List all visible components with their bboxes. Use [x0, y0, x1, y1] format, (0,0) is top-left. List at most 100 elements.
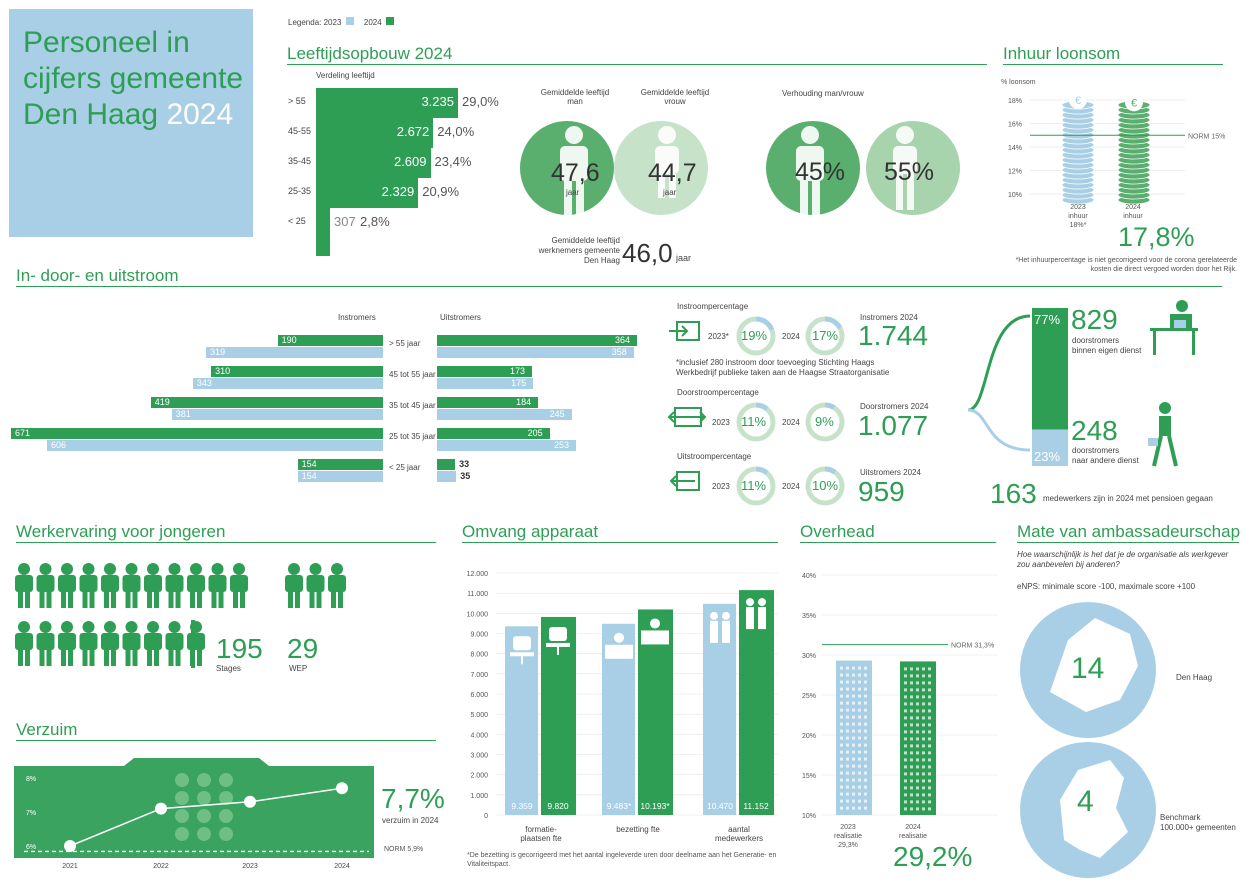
- flow-row-label: 35 tot 45 jaar: [389, 401, 436, 410]
- building-window: [916, 744, 919, 748]
- building-window: [904, 723, 907, 727]
- building-window: [858, 743, 861, 747]
- legend: Legenda: 2023 2024: [288, 17, 394, 27]
- instroom-2023-label: 2023*: [708, 332, 729, 341]
- building-window: [852, 764, 855, 768]
- omvang-tick: 3.000: [470, 753, 488, 760]
- own-dienst-label: doorstromers binnen eigen dienst: [1072, 336, 1141, 356]
- person-icon: [147, 650, 152, 666]
- building-window: [840, 799, 843, 803]
- uitstroom-value-2023: 245: [549, 409, 565, 419]
- building-window: [922, 751, 925, 755]
- age-bar: [316, 148, 431, 178]
- verzuim-year: 2022: [153, 863, 169, 868]
- building-window: [916, 702, 919, 706]
- person-icon: [58, 633, 76, 650]
- omvang-tick: 1.000: [470, 793, 488, 800]
- building-window: [928, 723, 931, 727]
- building-window: [916, 674, 919, 678]
- building-window: [858, 666, 861, 670]
- instroom-bar-2023: [297, 471, 383, 482]
- building-window: [846, 778, 849, 782]
- person-icon: [25, 592, 30, 608]
- building-window: [916, 716, 919, 720]
- building-window: [864, 764, 867, 768]
- building-window: [922, 681, 925, 685]
- person-icon: [197, 592, 202, 608]
- age-bar-pct: 29,0%: [462, 94, 499, 109]
- inhuur-2024-sub: inhuur: [1123, 213, 1143, 220]
- building-window: [910, 723, 913, 727]
- uitstroom-value-2024: 173: [510, 366, 526, 376]
- building-window: [840, 764, 843, 768]
- building-window: [922, 793, 925, 797]
- building-window: [904, 765, 907, 769]
- building-window: [846, 771, 849, 775]
- building-window: [864, 785, 867, 789]
- person-icon: [187, 575, 205, 592]
- building-window: [916, 688, 919, 692]
- building-window: [858, 792, 861, 796]
- building-window: [858, 701, 861, 705]
- flow-donuts: [667, 316, 845, 506]
- uitstroom-2024-value: 10%: [812, 478, 839, 493]
- person-icon: [82, 592, 88, 608]
- own-dienst-label-1: doorstromers: [1072, 336, 1120, 345]
- person-icon: [306, 575, 325, 592]
- title-line-1: Personeel in: [23, 26, 190, 59]
- uitstroom-value-2023: 358: [611, 347, 627, 357]
- people-icon: [722, 611, 730, 620]
- building-window: [916, 723, 919, 727]
- instroom-value-2024: 671: [15, 428, 31, 438]
- verzuim-dots: [175, 809, 189, 823]
- person-icon: [331, 592, 336, 608]
- building-window: [916, 751, 919, 755]
- person-icon: [168, 563, 181, 575]
- benchmark-label-1: Benchmark: [1160, 813, 1201, 822]
- building-window: [928, 765, 931, 769]
- verzuim-dots: [175, 773, 189, 787]
- building-window: [928, 716, 931, 720]
- instroom-value-2023: 381: [175, 409, 191, 419]
- person-icon: [61, 563, 73, 575]
- building-window: [852, 771, 855, 775]
- verzuim-tick: 7%: [26, 810, 36, 817]
- instromers-2024-value: 1.744: [858, 320, 929, 351]
- verzuim-dots: [219, 827, 233, 841]
- instroom-2024-label: 2024: [782, 332, 800, 341]
- building-window: [864, 722, 867, 726]
- person-icon: [218, 592, 224, 608]
- chair-icon: [513, 636, 531, 651]
- desk-person-icon: [641, 630, 669, 645]
- omvang-tick: 6.000: [470, 692, 488, 699]
- building-window: [858, 736, 861, 740]
- person-icon: [46, 592, 52, 608]
- ratio-label: Verhouding man/vrouw: [782, 89, 864, 98]
- building-window: [904, 709, 907, 713]
- building-window: [904, 793, 907, 797]
- building-window: [904, 772, 907, 776]
- verzuim-year: 2024: [334, 863, 350, 868]
- overhead-tick: 10%: [802, 813, 816, 820]
- ratio-man-icon: [796, 126, 824, 215]
- flow-section-rule: [16, 286, 1222, 287]
- inhuur-tick-label: 12%: [1008, 169, 1022, 176]
- verzuim-value: 7,7%: [381, 783, 445, 814]
- person-icon: [147, 621, 159, 633]
- chair-icon: [546, 642, 570, 647]
- uitstroom-2023-label: 2023: [712, 482, 730, 491]
- building-window: [922, 765, 925, 769]
- person-icon: [190, 592, 195, 608]
- person-icon: [68, 592, 73, 608]
- person-icon: [285, 575, 303, 592]
- building-window: [922, 807, 925, 811]
- building-window: [910, 765, 913, 769]
- person-icon: [18, 621, 30, 633]
- building-window: [922, 709, 925, 713]
- person-icon: [125, 621, 138, 633]
- people-icon: [746, 607, 754, 630]
- building-window: [840, 806, 843, 810]
- building-window: [916, 737, 919, 741]
- people-icon: [746, 598, 754, 607]
- building-window: [910, 800, 913, 804]
